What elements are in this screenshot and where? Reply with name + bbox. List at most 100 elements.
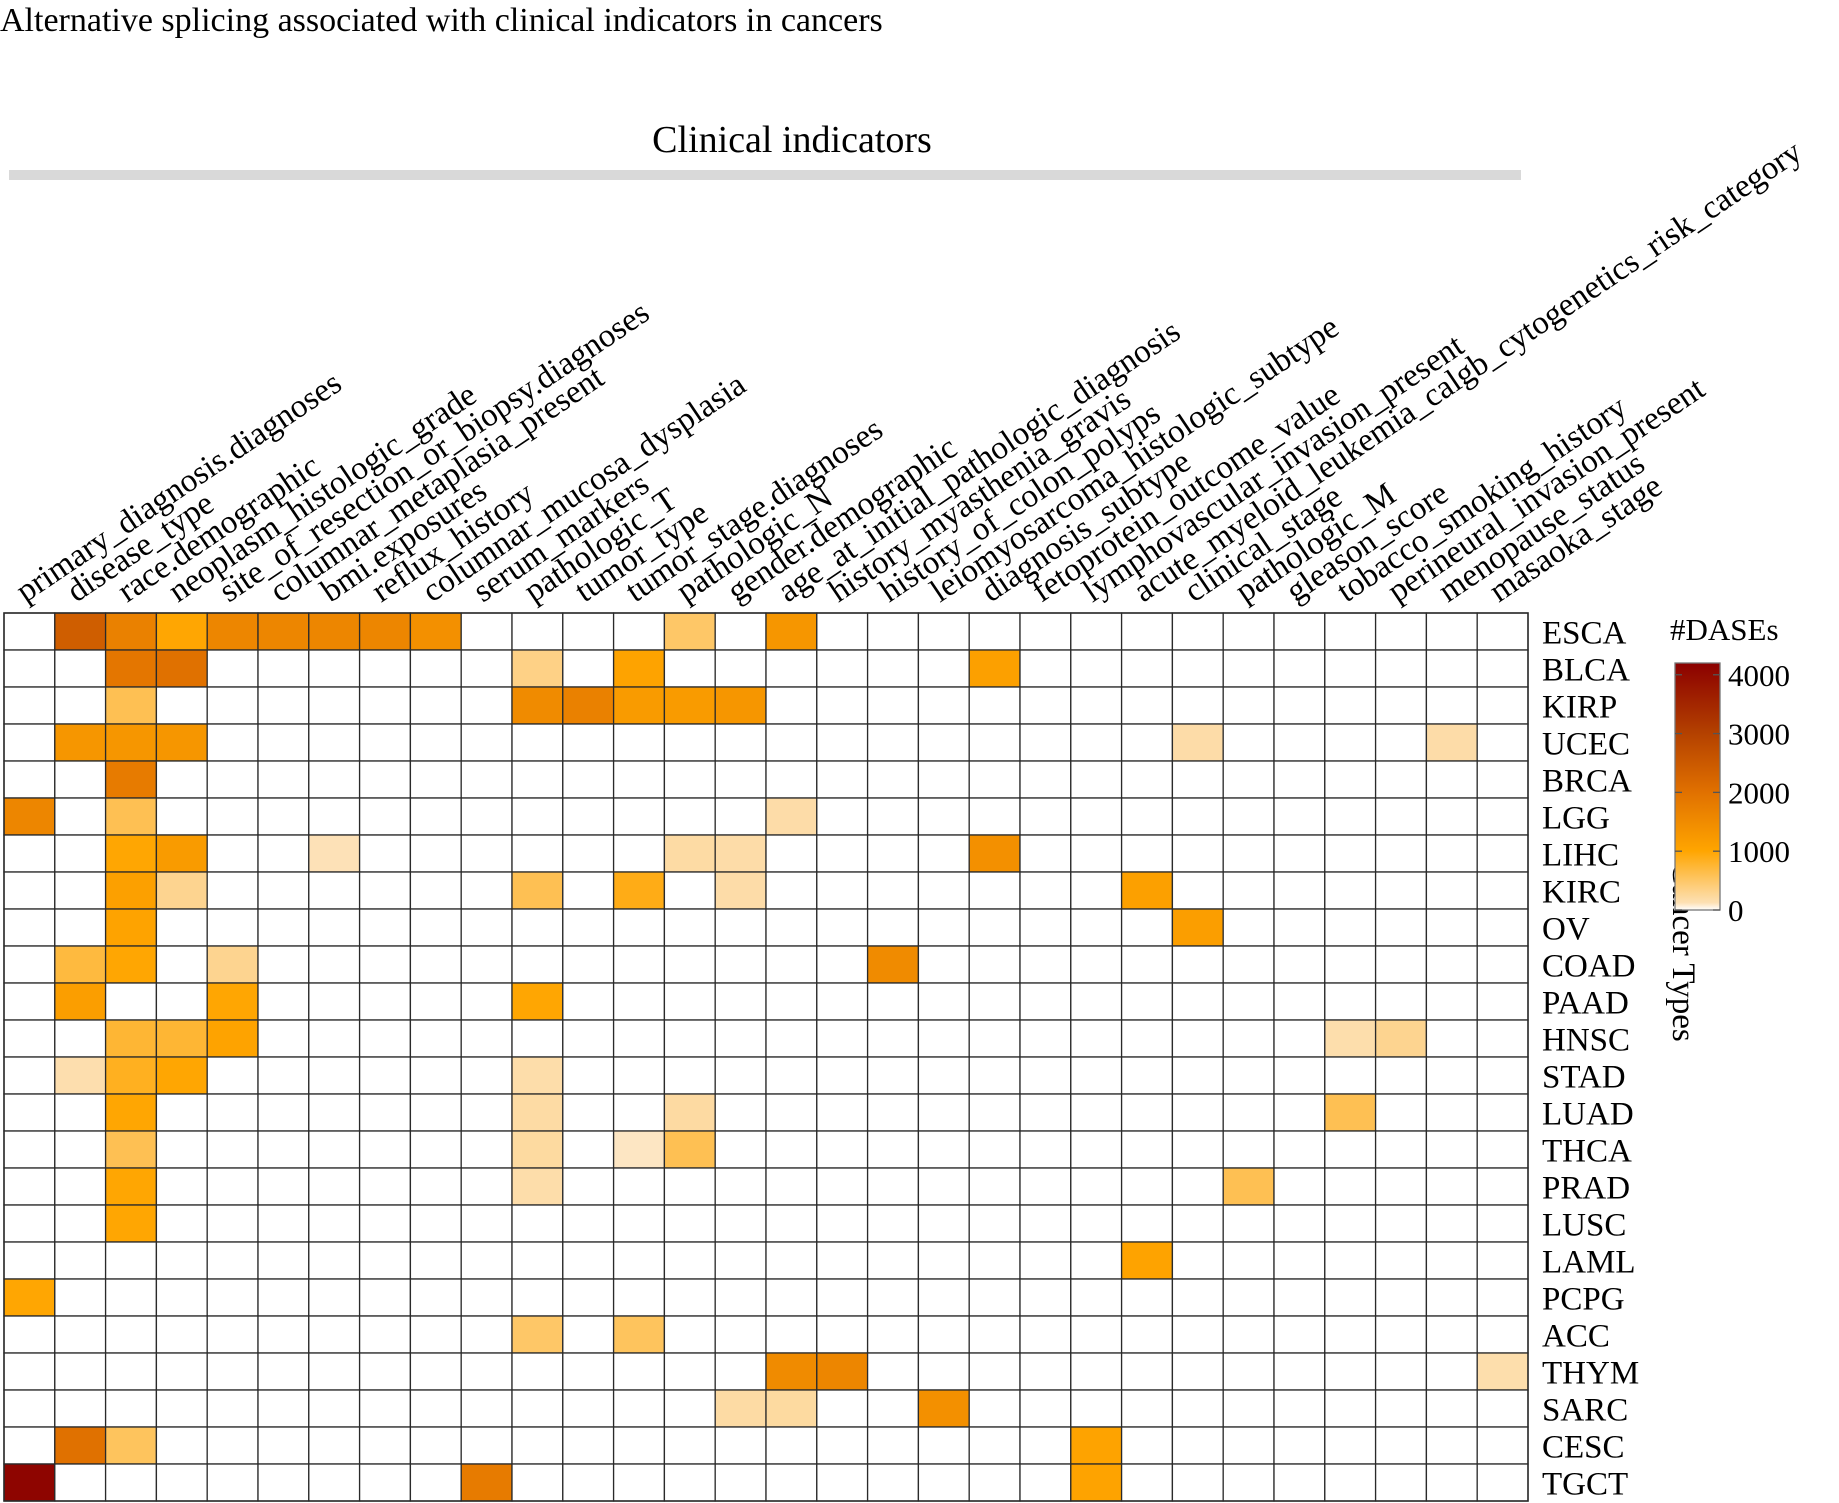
heatmap-cell-acc-21 [1070, 1315, 1123, 1354]
heatmap-cell-prad-18 [917, 1167, 970, 1206]
heatmap-cell-coad-14 [714, 945, 767, 984]
heatmap-cell-laml-10 [511, 1241, 564, 1280]
heatmap-cell-prad-4 [206, 1167, 259, 1206]
heatmap-cell-thca-1 [54, 1130, 107, 1169]
heatmap-cell-lusc-11 [562, 1204, 615, 1243]
heatmap-cell-luad-25 [1273, 1093, 1326, 1132]
heatmap-cell-laml-11 [562, 1241, 615, 1280]
heatmap-cell-paad-3 [155, 982, 208, 1021]
heatmap-cell-tgct-2 [104, 1463, 158, 1502]
heatmap-cell-kirp-23 [1171, 686, 1224, 725]
heatmap-cell-ucec-24 [1222, 723, 1275, 762]
heatmap-cell-acc-17 [866, 1315, 920, 1354]
heatmap-cell-cesc-3 [155, 1426, 208, 1465]
heatmap-cell-brca-19 [968, 760, 1021, 799]
heatmap-cell-acc-11 [562, 1315, 615, 1354]
heatmap-cell-kirp-3 [155, 686, 208, 725]
heatmap-cell-ov-26 [1324, 908, 1377, 947]
chart-title: Alternative splicing associated with cli… [0, 2, 883, 39]
heatmap-cell-paad-29 [1476, 982, 1529, 1021]
heatmap-cell-thym-3 [155, 1352, 208, 1391]
heatmap-cell-prad-21 [1070, 1167, 1123, 1206]
heatmap-cell-laml-3 [155, 1241, 208, 1280]
heatmap-cell-ucec-25 [1273, 723, 1326, 762]
heatmap-cell-kirc-23 [1171, 871, 1224, 910]
heatmap-cell-thym-25 [1273, 1352, 1326, 1391]
legend-color-bar [1674, 662, 1721, 911]
heatmap-cell-laml-29 [1476, 1241, 1529, 1280]
heatmap-cell-kirp-10 [511, 686, 564, 725]
heatmap-cell-stad-16 [816, 1056, 869, 1095]
heatmap-cell-sarc-12 [612, 1389, 666, 1428]
heatmap-cell-blca-7 [358, 649, 412, 688]
row-label-ucec: UCEC [1542, 727, 1630, 763]
heatmap-cell-luad-3 [155, 1093, 208, 1132]
heatmap-cell-pcpg-21 [1070, 1278, 1123, 1317]
heatmap-cell-coad-16 [816, 945, 869, 984]
heatmap-cell-laml-13 [663, 1241, 716, 1280]
heatmap-cell-paad-13 [663, 982, 716, 1021]
heatmap-cell-blca-17 [866, 649, 920, 688]
heatmap-cell-laml-6 [308, 1241, 361, 1280]
heatmap-cell-stad-10 [511, 1056, 564, 1095]
heatmap-cell-sarc-7 [358, 1389, 412, 1428]
heatmap-cell-tgct-21 [1070, 1463, 1123, 1502]
heatmap-cell-kirc-22 [1120, 871, 1174, 910]
heatmap-cell-paad-15 [765, 982, 818, 1021]
heatmap-cell-cesc-15 [765, 1426, 818, 1465]
heatmap-cell-tgct-12 [612, 1463, 666, 1502]
heatmap-cell-thca-25 [1273, 1130, 1326, 1169]
heatmap-cell-kirc-7 [358, 871, 412, 910]
heatmap-cell-tgct-16 [816, 1463, 869, 1502]
heatmap-cell-prad-10 [511, 1167, 564, 1206]
heatmap-cell-thca-8 [409, 1130, 462, 1169]
heatmap-cell-hnsc-14 [714, 1019, 767, 1058]
heatmap-cell-esca-12 [612, 612, 666, 651]
heatmap-cell-acc-0 [3, 1315, 56, 1354]
heatmap-cell-thca-9 [460, 1130, 513, 1169]
heatmap-cell-prad-25 [1273, 1167, 1326, 1206]
heatmap-cell-lusc-21 [1070, 1204, 1123, 1243]
heatmap-cell-tgct-8 [409, 1463, 462, 1502]
heatmap-cell-luad-10 [511, 1093, 564, 1132]
heatmap-cell-pcpg-1 [54, 1278, 107, 1317]
heatmap-cell-ov-1 [54, 908, 107, 947]
heatmap-cell-laml-2 [104, 1241, 158, 1280]
heatmap-cell-lusc-23 [1171, 1204, 1224, 1243]
heatmap-cell-lgg-20 [1019, 797, 1072, 836]
heatmap-cell-esca-10 [511, 612, 564, 651]
heatmap-cell-ucec-18 [917, 723, 970, 762]
heatmap-cell-ucec-1 [54, 723, 107, 762]
heatmap-cell-acc-25 [1273, 1315, 1326, 1354]
heatmap-cell-prad-13 [663, 1167, 716, 1206]
legend-tick-2000: 2000 [1728, 775, 1790, 810]
heatmap-cell-lgg-27 [1374, 797, 1428, 836]
heatmap-cell-sarc-28 [1425, 1389, 1478, 1428]
heatmap-cell-kirp-29 [1476, 686, 1529, 725]
heatmap-cell-cesc-0 [3, 1426, 56, 1465]
row-label-stad: STAD [1542, 1060, 1626, 1096]
heatmap-cell-tgct-25 [1273, 1463, 1326, 1502]
heatmap-cell-lihc-7 [358, 834, 412, 873]
heatmap-cell-luad-7 [358, 1093, 412, 1132]
heatmap-cell-lihc-13 [663, 834, 716, 873]
heatmap-cell-lihc-1 [54, 834, 107, 873]
heatmap-cell-pcpg-6 [308, 1278, 361, 1317]
heatmap-cell-lgg-29 [1476, 797, 1529, 836]
heatmap-cell-prad-12 [612, 1167, 666, 1206]
heatmap-cell-lgg-0 [3, 797, 56, 836]
heatmap-cell-ov-0 [3, 908, 56, 947]
heatmap-cell-esca-26 [1324, 612, 1377, 651]
heatmap-cell-lgg-25 [1273, 797, 1326, 836]
heatmap-cell-ucec-17 [866, 723, 920, 762]
heatmap-cell-laml-16 [816, 1241, 869, 1280]
heatmap-cell-ov-5 [257, 908, 310, 947]
heatmap-cell-ucec-7 [358, 723, 412, 762]
heatmap-cell-stad-5 [257, 1056, 310, 1095]
heatmap-cell-esca-6 [308, 612, 361, 651]
heatmap-cell-tgct-10 [511, 1463, 564, 1502]
heatmap-cell-tgct-13 [663, 1463, 716, 1502]
heatmap-cell-kirp-14 [714, 686, 767, 725]
heatmap-cell-thym-26 [1324, 1352, 1377, 1391]
heatmap-cell-lgg-19 [968, 797, 1021, 836]
